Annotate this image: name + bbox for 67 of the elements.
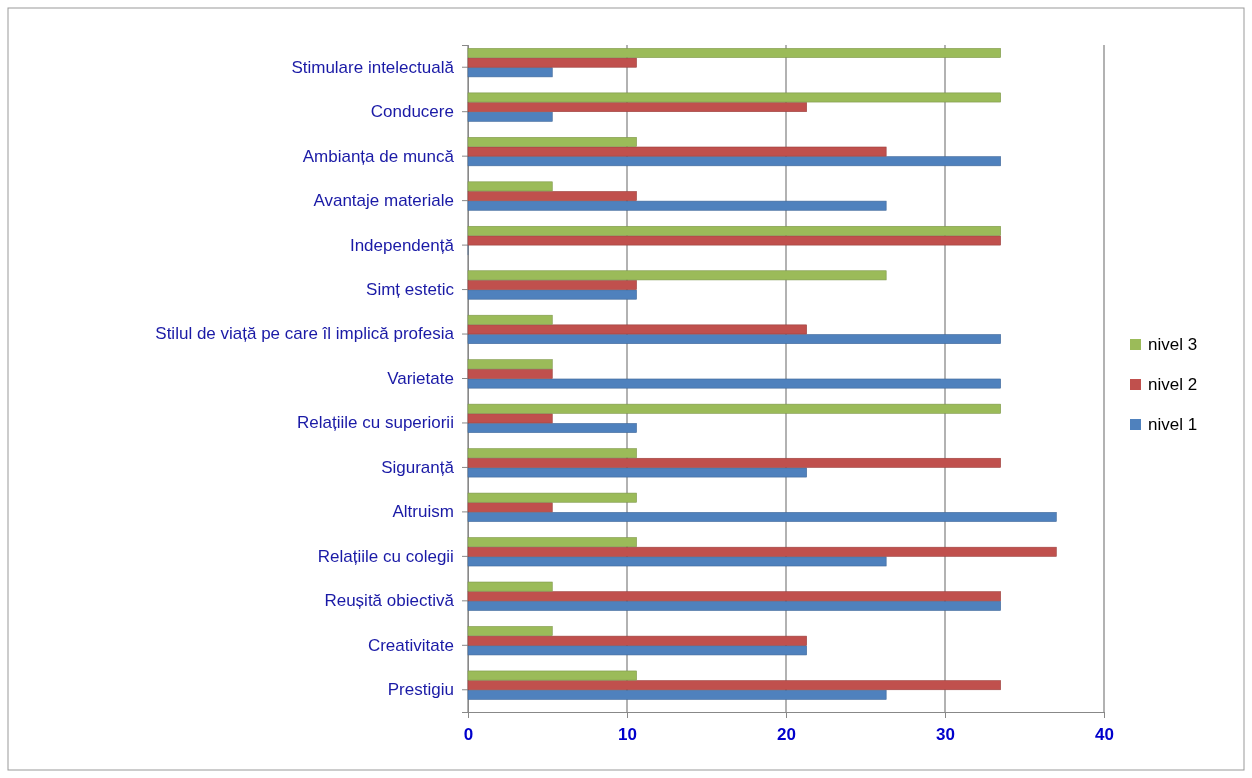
bar (467, 156, 1001, 167)
bar (467, 57, 637, 68)
bar (467, 378, 1001, 389)
legend-label: nivel 3 (1148, 335, 1198, 354)
y-tick-label: Prestigiu (387, 680, 454, 700)
y-tick-label: Reușită obiectivă (324, 591, 455, 611)
bar (467, 111, 553, 122)
y-tick-label: Conducere (370, 102, 454, 122)
bar (467, 467, 807, 478)
y-tick-label: Stilul de viață pe care îl implică profesia (155, 324, 455, 344)
x-tick-label: 10 (618, 724, 637, 744)
bar (467, 314, 553, 325)
bar (467, 413, 553, 424)
bar (467, 369, 553, 379)
bar (467, 689, 887, 700)
x-tick-label: 40 (1095, 724, 1114, 744)
y-tick-label: Stimulare intelectuală (291, 57, 455, 77)
bar (467, 67, 553, 78)
bar (467, 492, 637, 503)
x-tick-label: 30 (936, 724, 955, 744)
bar (467, 546, 1057, 557)
bar (467, 334, 1001, 344)
legend-label: nivel 1 (1148, 415, 1198, 434)
bar (467, 289, 637, 300)
bar (467, 146, 887, 157)
y-tick-label: Siguranță (381, 457, 455, 477)
y-tick-label: Avantaje materiale (313, 191, 454, 211)
bar (467, 502, 553, 513)
bar (467, 102, 807, 112)
bar (467, 448, 637, 459)
bar (467, 635, 807, 646)
y-tick-label: Ambianța de muncă (302, 146, 455, 166)
bar (467, 280, 637, 290)
bar (467, 556, 887, 567)
y-tick-label: Independență (349, 235, 455, 255)
y-tick-label: Creativitate (367, 635, 454, 655)
y-tick-label: Altruism (392, 502, 454, 522)
x-tick-label: 0 (463, 724, 474, 744)
bar (467, 670, 637, 681)
bar (467, 680, 1001, 691)
bar (467, 359, 553, 370)
y-tick-label: Varietate (387, 368, 454, 388)
legend-label: nivel 2 (1148, 375, 1198, 394)
bar (467, 92, 1001, 103)
bar (467, 137, 637, 147)
bar (467, 645, 807, 656)
bar (467, 48, 1001, 58)
bar (467, 403, 1001, 414)
bar (467, 423, 637, 433)
bar (467, 537, 637, 548)
y-tick-label: Relațiile cu colegii (317, 546, 454, 566)
bar (467, 235, 1001, 246)
y-tick-label: Relațiile cu superiorii (297, 413, 454, 433)
x-tick-label: 20 (777, 724, 796, 744)
bar (467, 457, 1001, 468)
bar (467, 601, 1001, 611)
bar (467, 512, 1057, 522)
bar (467, 324, 807, 335)
bar (467, 626, 553, 636)
bar (467, 270, 887, 281)
bar (467, 225, 1001, 236)
bar (467, 581, 553, 592)
bar (467, 191, 637, 201)
bar (467, 200, 887, 211)
y-tick-label: Simț estetic (366, 280, 455, 300)
bar (467, 591, 1001, 602)
bar (467, 181, 553, 192)
